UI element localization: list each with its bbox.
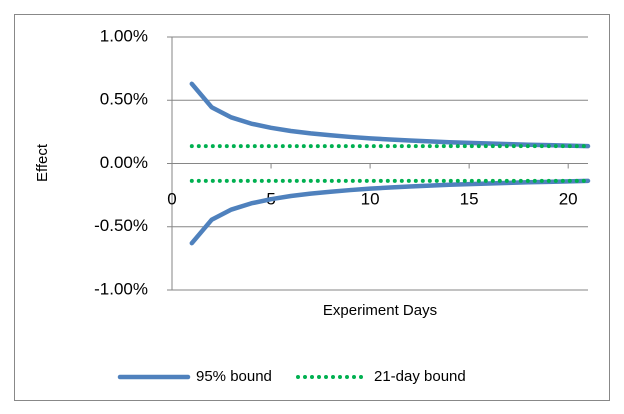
y-tick-label: 0.00% xyxy=(100,153,148,172)
y-axis-title: Effect xyxy=(34,143,51,182)
x-tick-label: 20 xyxy=(559,189,578,208)
x-tick-label: 10 xyxy=(361,189,380,208)
y-tick-label: 0.50% xyxy=(100,90,148,109)
legend-label: 21-day bound xyxy=(374,368,466,385)
chart-border xyxy=(14,14,610,401)
y-tick-label: -1.00% xyxy=(94,279,148,298)
x-axis-title: Experiment Days xyxy=(323,302,437,319)
y-tick-label: 1.00% xyxy=(100,26,148,45)
legend-label: 95% bound xyxy=(196,368,272,385)
x-tick-label: 15 xyxy=(460,189,479,208)
y-tick-label: -0.50% xyxy=(94,216,148,235)
x-tick-label: 0 xyxy=(167,189,176,208)
